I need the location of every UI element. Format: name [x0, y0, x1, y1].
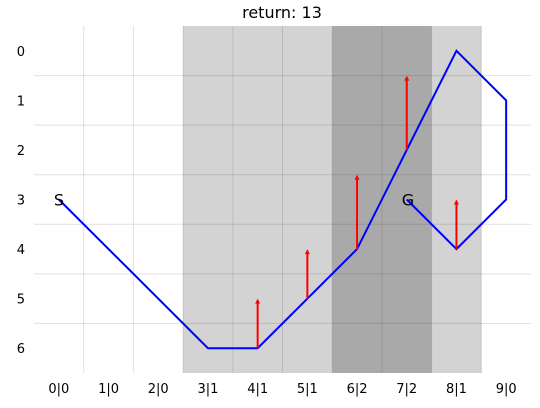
y-tick-label: 6	[17, 342, 25, 357]
annotation-s: S	[54, 191, 64, 210]
trajectory-layer	[58, 49, 508, 350]
x-tick-label: 5|1	[297, 382, 318, 397]
y-tick-labels: 0 1 2 3 4 5 6	[17, 45, 25, 357]
x-tick-label: 0|0	[48, 382, 69, 397]
x-tick-label: 2|0	[148, 382, 169, 397]
x-tick-label: 6|2	[347, 382, 368, 397]
annotation-g: G	[402, 191, 414, 210]
wind-arrows-layer	[255, 75, 459, 349]
x-tick-label: 8|1	[446, 382, 467, 397]
wind-arrow-head	[304, 249, 310, 255]
x-tick-labels: 0|0 1|0 2|0 3|1 4|1 5|1 6|2 7|2 8|1 9|0	[48, 382, 516, 397]
y-tick-label: 3	[17, 194, 25, 209]
x-tick-label: 7|2	[396, 382, 417, 397]
y-tick-label: 2	[17, 144, 25, 159]
chart-title: return: 13	[242, 3, 322, 22]
y-tick-label: 5	[17, 293, 25, 308]
shaded-column-5	[282, 26, 333, 373]
wind-arrow-head	[354, 174, 360, 180]
x-tick-label: 3|1	[197, 382, 218, 397]
x-tick-label: 1|0	[98, 382, 119, 397]
y-tick-label: 1	[17, 94, 25, 109]
wind-arrow-head	[453, 199, 459, 205]
x-tick-label: 9|0	[496, 382, 517, 397]
wind-arrow-head	[404, 75, 410, 81]
wind-arrow-head	[255, 298, 261, 304]
y-tick-label: 0	[17, 45, 25, 60]
x-tick-label: 4|1	[247, 382, 268, 397]
y-tick-label: 4	[17, 243, 25, 258]
shaded-column-3	[183, 26, 233, 373]
trajectory-line	[58, 49, 508, 350]
